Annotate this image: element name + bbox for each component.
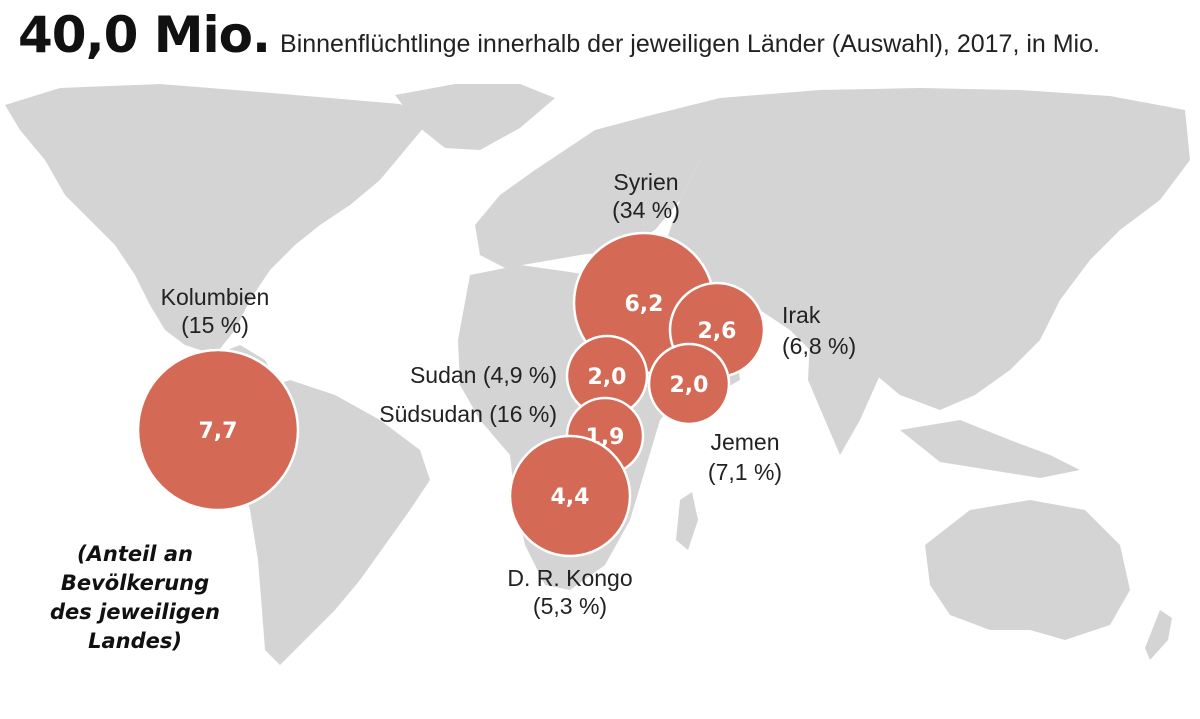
southeast-asia-islands	[900, 420, 1080, 478]
value-jemen: 2,0	[670, 373, 709, 398]
value-kongo: 4,4	[551, 485, 590, 510]
label-kongo-name: D. R. Kongo	[507, 565, 632, 591]
label-irak-name: Irak	[782, 302, 821, 328]
india	[808, 340, 880, 455]
label-kongo-share: (5,3 %)	[533, 593, 607, 619]
label-jemen-name: Jemen	[710, 429, 779, 455]
label-layer: Kolumbien(15 %) Syrien(34 %) Irak (6,8 %) Su…	[161, 169, 856, 619]
europe	[475, 118, 700, 268]
footnote-share: (Anteil an Bevölkerung des jeweiligen La…	[50, 542, 220, 653]
asia	[640, 88, 1190, 410]
australia	[925, 500, 1130, 640]
madagascar	[676, 492, 698, 550]
bubble-jemen	[647, 342, 731, 426]
label-kolumbien-name: Kolumbien	[161, 284, 270, 310]
bubble-layer: 7,76,22,62,0 2,01,94,4	[136, 231, 766, 558]
value-kolumbien: 7,7	[199, 419, 238, 444]
japan	[1052, 210, 1080, 290]
label-syrien-name: Syrien	[613, 169, 678, 195]
label-jemen-share: (7,1 %)	[708, 459, 782, 485]
greenland	[395, 84, 555, 150]
label-kolumbien-share: (15 %)	[181, 312, 249, 338]
value-sudan: 2,0	[588, 365, 627, 390]
label-suedsudan: Südsudan (16 %)	[379, 401, 557, 427]
header: 40,0 Mio. Binnenflüchtlinge innerhalb der…	[18, 6, 1100, 76]
value-syrien: 6,2	[625, 292, 664, 317]
total-figure: 40,0 Mio.	[18, 6, 271, 64]
value-irak: 2,6	[698, 319, 737, 344]
bubble-kongo	[508, 434, 632, 558]
north-america	[5, 84, 430, 355]
bubble-kolumbien	[136, 348, 300, 512]
new-zealand	[1145, 610, 1172, 660]
label-sudan: Sudan (4,9 %)	[410, 362, 557, 388]
label-syrien-share: (34 %)	[612, 197, 680, 223]
chart-subtitle: Binnenflüchtlinge innerhalb der jeweilig…	[280, 30, 1100, 58]
label-irak-share: (6,8 %)	[782, 333, 856, 359]
